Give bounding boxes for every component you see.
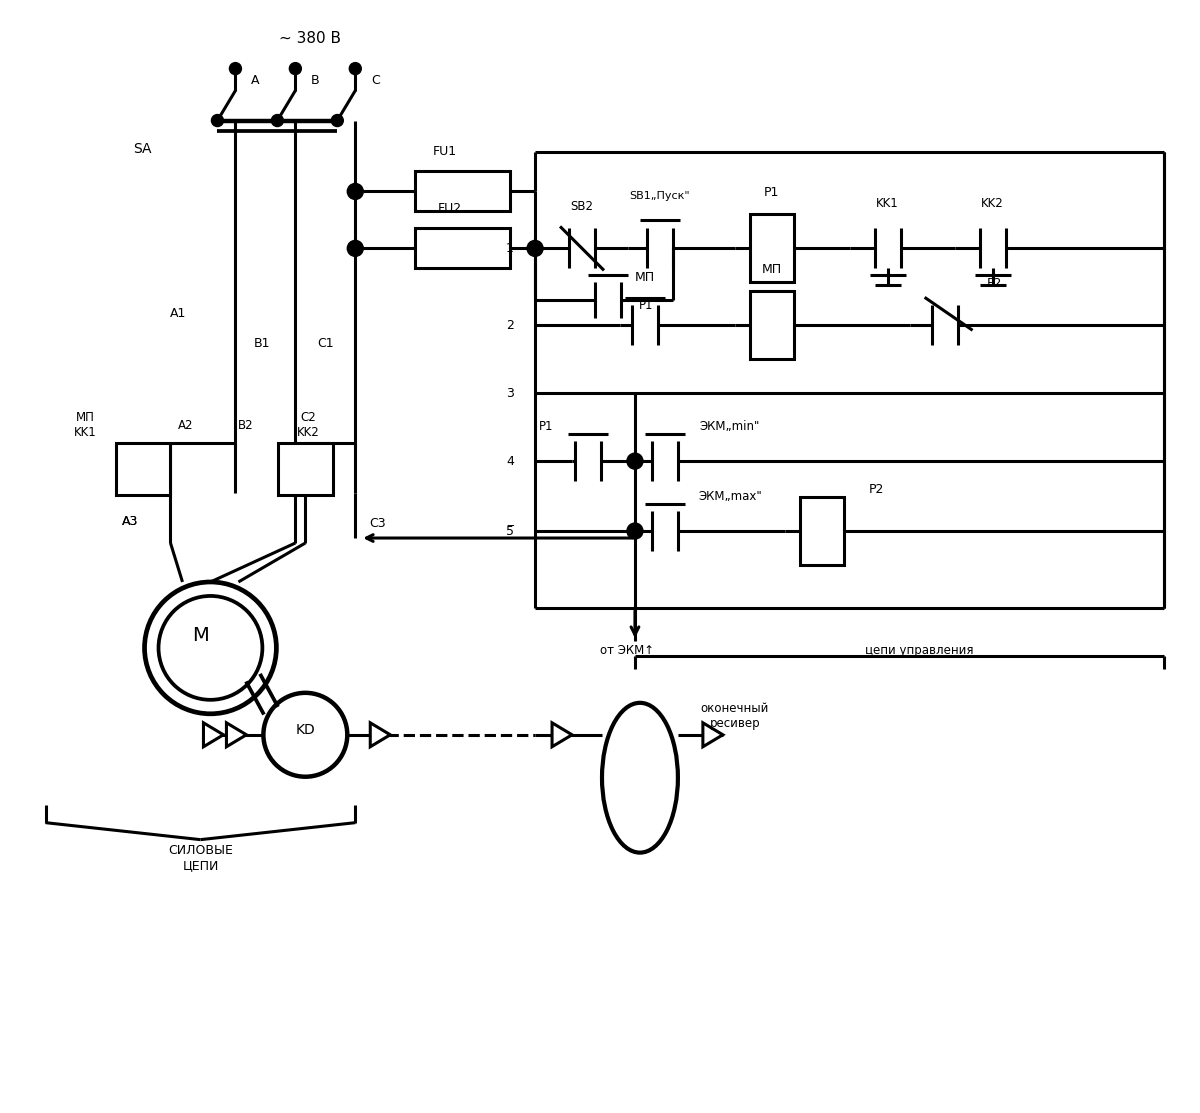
Circle shape: [527, 240, 544, 256]
Polygon shape: [204, 722, 223, 747]
Circle shape: [229, 62, 241, 75]
Text: цепи управления: цепи управления: [865, 644, 974, 658]
Text: МП: МП: [635, 270, 655, 284]
Text: A3: A3: [122, 514, 139, 528]
Text: A1: A1: [170, 307, 187, 319]
Circle shape: [211, 115, 223, 127]
Circle shape: [289, 62, 301, 75]
Text: ~ 380 B: ~ 380 B: [280, 31, 341, 46]
Polygon shape: [227, 722, 246, 747]
Text: B1: B1: [254, 337, 271, 349]
Bar: [750, 215, 793, 283]
Text: FU2: FU2: [438, 201, 462, 215]
Bar: [799, 498, 844, 565]
Circle shape: [626, 453, 643, 469]
Text: 1: 1: [506, 242, 514, 255]
Text: ЭКМ„min": ЭКМ„min": [700, 420, 760, 433]
Text: P2: P2: [869, 483, 884, 495]
Text: A: A: [251, 75, 259, 87]
Text: P1: P1: [764, 186, 780, 199]
Text: KK1: KK1: [876, 197, 899, 210]
Text: P1: P1: [539, 420, 553, 433]
Text: СИЛОВЫЕ
ЦЕПИ: СИЛОВЫЕ ЦЕПИ: [168, 844, 233, 871]
Text: МП: МП: [762, 263, 782, 276]
Polygon shape: [371, 722, 390, 747]
Text: 5̅: 5̅: [506, 524, 514, 538]
Text: 2: 2: [506, 318, 514, 332]
Bar: [415, 228, 510, 268]
Text: от ЭКМ↑: от ЭКМ↑: [600, 644, 654, 658]
Text: SB2: SB2: [570, 200, 594, 213]
Text: оконечный
ресивер: оконечный ресивер: [701, 702, 769, 730]
Text: 3: 3: [506, 386, 514, 400]
Text: P1: P1: [638, 298, 653, 312]
Circle shape: [347, 240, 364, 256]
Text: A2: A2: [178, 418, 193, 432]
Text: C: C: [371, 75, 379, 87]
Text: SA: SA: [133, 141, 151, 156]
Circle shape: [349, 62, 361, 75]
Text: M: M: [192, 627, 209, 646]
Text: МП
KK1: МП KK1: [74, 411, 97, 440]
Polygon shape: [552, 722, 572, 747]
Circle shape: [331, 115, 343, 127]
Text: B: B: [311, 75, 319, 87]
Text: SB1„Пуск": SB1„Пуск": [630, 191, 690, 201]
Text: C2
KK2: C2 KK2: [296, 411, 319, 440]
Text: P2: P2: [986, 277, 1002, 289]
Circle shape: [626, 523, 643, 539]
Bar: [750, 292, 793, 359]
Text: C3: C3: [368, 516, 385, 530]
Circle shape: [271, 115, 283, 127]
Polygon shape: [703, 722, 722, 747]
Circle shape: [347, 184, 364, 199]
Text: KD: KD: [295, 722, 316, 737]
Text: ЭКМ„max": ЭКМ„max": [698, 490, 762, 503]
Text: A3: A3: [122, 514, 139, 528]
Bar: [278, 443, 334, 495]
Text: 4: 4: [506, 454, 514, 467]
Bar: [415, 171, 510, 211]
Text: FU1: FU1: [433, 145, 457, 158]
Bar: [115, 443, 170, 495]
Text: C1: C1: [317, 337, 334, 349]
Text: B2: B2: [238, 418, 253, 432]
Text: KK2: KK2: [982, 197, 1004, 210]
